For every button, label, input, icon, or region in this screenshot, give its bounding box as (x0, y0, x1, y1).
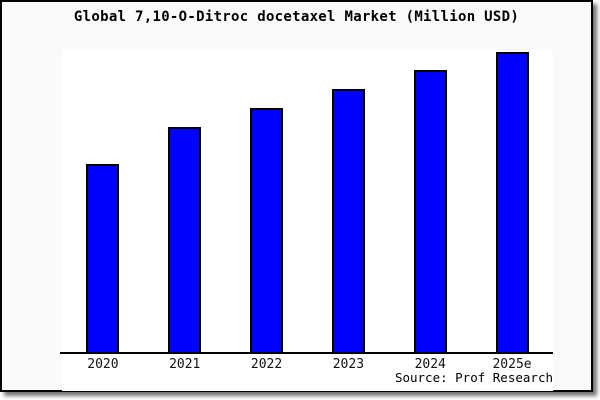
x-tick-label-2020: 2020 (87, 357, 119, 372)
bar-2020 (86, 164, 120, 353)
bar-slot (471, 51, 553, 353)
bar-2022 (250, 108, 284, 353)
x-tick-label-2022: 2022 (250, 357, 283, 372)
x-tick-label-2023: 2023 (332, 357, 365, 372)
source-note: Source: Prof Research (394, 370, 553, 385)
bar-slot (307, 51, 389, 353)
chart-window: Global 7,10-O-Ditroc docetaxel Market (M… (0, 0, 593, 392)
bar-slot (226, 51, 308, 353)
plot-area: 2020 2021 2022 2023 2024 2025e Source: Prof R… (60, 51, 553, 391)
bar-2025e (495, 52, 529, 353)
bar-2021 (168, 127, 202, 353)
bars-container (62, 51, 553, 353)
bar-slot (144, 51, 226, 353)
bar-2023 (331, 89, 365, 353)
chart-title: Global 7,10-O-Ditroc docetaxel Market (M… (73, 9, 520, 25)
x-tick-label-2021: 2021 (169, 357, 201, 372)
x-axis-labels: 2020 2021 2022 2023 2024 2025e (62, 357, 553, 372)
x-tick-label-2025e: 2025e (492, 357, 532, 372)
x-axis-line (60, 352, 553, 354)
bar-slot (389, 51, 471, 353)
x-tick-label-2024: 2024 (414, 357, 446, 372)
bar-2024 (413, 70, 447, 353)
bar-slot (62, 51, 144, 353)
